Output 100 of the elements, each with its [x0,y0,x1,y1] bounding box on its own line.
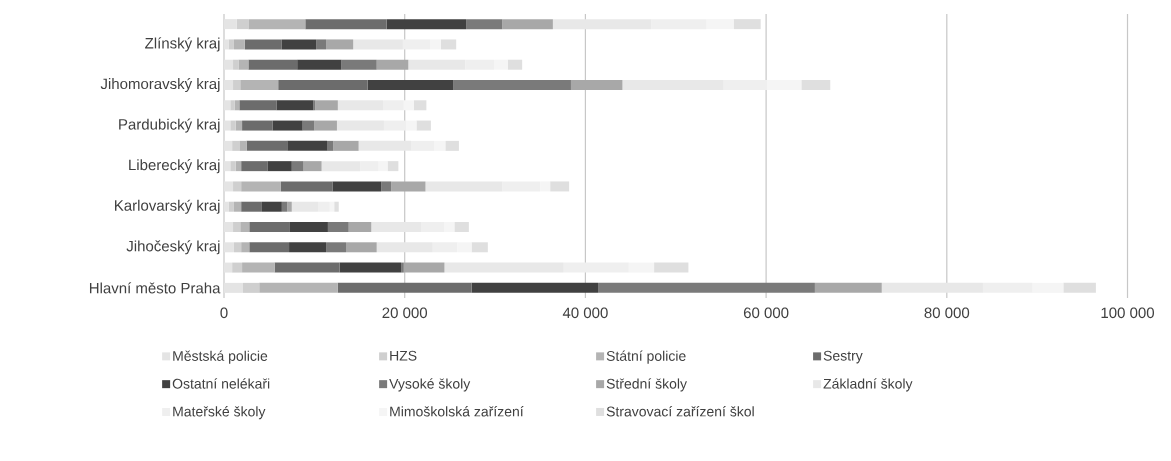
bar [244,39,282,50]
bar [238,59,249,70]
bar [289,242,327,253]
bar [224,181,234,192]
bar [401,262,404,273]
bar [502,19,553,30]
bar [814,282,882,293]
bar [345,242,377,253]
x-tick-label: 0 [220,307,228,319]
bar [274,262,340,273]
bar [235,120,243,131]
bar [239,100,277,111]
bar [224,19,237,30]
legend-label: Ostatní nelékaři [172,378,270,389]
bar [403,262,445,273]
legend-label: Stravovací zařízení škol [606,406,754,417]
bar [327,140,334,151]
bar [454,222,469,232]
bar [230,120,236,131]
bar [314,120,337,131]
y-tick-label: Pardubický kraj [119,118,220,133]
bar [297,59,342,70]
x-tick-label: 20 000 [382,307,428,319]
bar [281,201,288,212]
bar [241,181,281,192]
x-tick-label: 40 000 [562,307,608,319]
legend-label: Městská policie [173,350,268,364]
bar [228,201,234,212]
legend-label: HZS [390,350,417,361]
bar [413,100,427,111]
bar [303,161,322,172]
bar [233,80,241,90]
bar [339,262,402,273]
bar [249,222,290,232]
bar [391,181,426,192]
bar [259,282,338,293]
bar [1063,282,1096,293]
bar [224,282,243,293]
legend-label: Mateřské školy [173,406,266,420]
bar [315,100,338,111]
bar [242,120,273,131]
bar [332,181,382,192]
bar [316,39,327,50]
bar [224,242,234,253]
bar [305,19,387,30]
bar [276,100,314,111]
x-tick-label: 100 000 [1101,307,1155,319]
legend-label: Vysoké školy [389,378,471,392]
bar [466,19,503,30]
bar [232,262,243,273]
bar [242,262,275,273]
bar [381,181,392,192]
bar [453,80,571,90]
bar [230,161,236,172]
bar [224,39,229,50]
bar [233,59,239,70]
bar [224,59,234,70]
bar [416,120,431,131]
bar [272,120,303,131]
bar [287,201,292,212]
bar [261,201,282,212]
legend-label: Mimoškolská zařízení [390,406,524,417]
bar [507,59,523,70]
bar [598,282,815,293]
bar [233,242,242,253]
bar [291,161,304,172]
bar [471,282,599,293]
bar [248,59,298,70]
bar [240,222,250,232]
bar [249,242,290,253]
y-tick-label: Hlavní město Praha [89,282,221,294]
bar [224,262,233,273]
bar [289,222,328,232]
bar [224,201,229,212]
legend-label: Základní školy [823,378,913,392]
bar [326,39,354,50]
bar [233,181,242,192]
bar [302,120,315,131]
bar [570,80,623,90]
y-tick-label: Jihočeský kraj [126,240,220,255]
bar [367,80,454,90]
bar [232,140,240,151]
bar [386,19,467,30]
bar [550,181,570,192]
bar [235,161,242,172]
bar [224,80,234,90]
x-tick-label: 60 000 [743,307,789,319]
bar [233,39,245,50]
bar [224,140,233,151]
bar [228,39,234,50]
bar [733,19,761,30]
bar [241,201,262,212]
legend-label: Státní policie [606,350,686,364]
bar [224,161,231,172]
bar [471,242,488,253]
x-tick-label: 80 000 [924,307,970,319]
bar [287,140,327,151]
bar [233,222,241,232]
bar [327,222,349,232]
bar [801,80,831,90]
